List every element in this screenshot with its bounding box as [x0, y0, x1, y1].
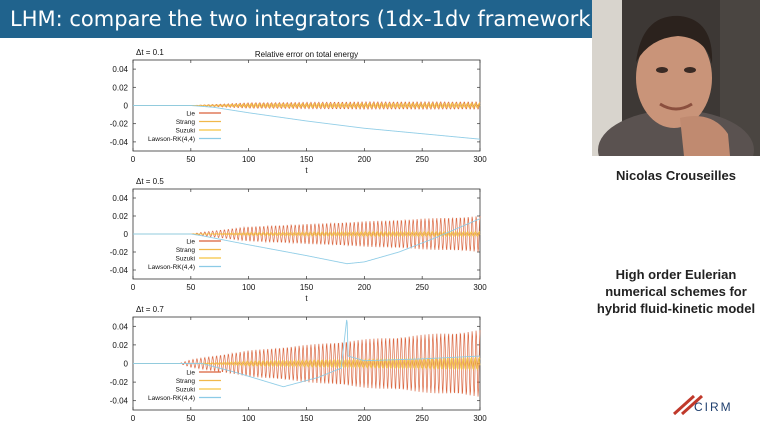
talk-title: High order Eulerian numerical schemes fo… — [592, 266, 760, 317]
x-tick-label: 100 — [242, 155, 256, 164]
x-tick-label: 250 — [415, 155, 429, 164]
series-line-lawson-rk-4-4- — [133, 218, 481, 265]
talk-title-line: hybrid fluid-kinetic model — [596, 301, 756, 316]
slide-title: LHM: compare the two integrators (1dx-1d… — [10, 7, 599, 31]
x-tick-label: 200 — [358, 414, 372, 423]
legend-label: Strang — [176, 378, 196, 385]
x-tick-label: 100 — [242, 414, 256, 423]
legend-label: Suzuki — [175, 256, 195, 263]
cirm-logo: CIRM — [672, 394, 733, 416]
x-tick-label: 250 — [415, 414, 429, 423]
cirm-logo-text: CIRM — [694, 400, 733, 414]
legend-label: Lawson-RK(4,4) — [148, 264, 195, 271]
y-tick-label: 0.04 — [112, 194, 128, 203]
x-tick-label: 50 — [186, 283, 195, 292]
y-tick-label: -0.02 — [110, 248, 129, 257]
y-tick-label: -0.02 — [110, 120, 129, 129]
x-tick-label: 300 — [473, 414, 487, 423]
y-tick-label: 0.02 — [112, 341, 128, 350]
x-tick-label: 150 — [300, 414, 314, 423]
y-tick-label: -0.04 — [110, 266, 129, 275]
legend-label: Strang — [176, 247, 196, 254]
dt-annotation: Δt = 0.7 — [136, 305, 164, 314]
x-axis-label: t — [305, 166, 308, 175]
y-tick-label: -0.02 — [110, 378, 129, 387]
x-tick-label: 250 — [415, 283, 429, 292]
y-tick-label: 0.04 — [112, 322, 128, 331]
title-bar: LHM: compare the two integrators (1dx-1d… — [0, 0, 599, 38]
x-tick-label: 150 — [300, 155, 314, 164]
series-line-lawson-rk-4-4- — [133, 319, 481, 388]
x-tick-label: 50 — [186, 414, 195, 423]
legend-label: Lawson-RK(4,4) — [148, 395, 195, 402]
plots-area: Relative error on total energy Δt = 0.1 0.… — [110, 48, 487, 423]
legend-label: Strang — [176, 119, 196, 126]
series-line-lawson-rk-4-4- — [133, 105, 481, 140]
x-tick-label: 200 — [358, 155, 372, 164]
dt-annotation: Δt = 0.1 — [136, 48, 164, 57]
x-tick-label: 0 — [131, 155, 136, 164]
speaker-video — [592, 0, 760, 156]
x-tick-label: 0 — [131, 414, 136, 423]
y-tick-label: 0 — [124, 360, 129, 369]
y-tick-label: 0.02 — [112, 83, 128, 92]
x-tick-label: 100 — [242, 283, 256, 292]
talk-title-line: numerical schemes for — [605, 284, 747, 299]
y-tick-label: 0 — [124, 230, 129, 239]
legend-label: Suzuki — [175, 128, 195, 135]
legend-label: Lie — [186, 370, 195, 377]
y-tick-label: 0 — [124, 102, 129, 111]
legend-label: Lawson-RK(4,4) — [148, 136, 195, 143]
legend-label: Lie — [186, 239, 195, 246]
speaker-name: Nicolas Crouseilles — [616, 168, 736, 183]
x-tick-label: 300 — [473, 283, 487, 292]
x-tick-label: 150 — [300, 283, 314, 292]
x-tick-label: 300 — [473, 155, 487, 164]
y-tick-label: -0.04 — [110, 138, 129, 147]
talk-title-line: High order Eulerian — [615, 267, 737, 282]
y-tick-label: 0.02 — [112, 212, 128, 221]
x-axis-label: t — [305, 294, 308, 303]
y-tick-label: -0.04 — [110, 397, 129, 406]
legend-label: Suzuki — [175, 387, 195, 394]
chart-title: Relative error on total energy — [255, 50, 358, 59]
dt-annotation: Δt = 0.5 — [136, 177, 164, 186]
legend-label: Lie — [186, 111, 195, 118]
x-tick-label: 200 — [358, 283, 372, 292]
slide: LHM: compare the two integrators (1dx-1d… — [0, 0, 599, 423]
x-tick-label: 50 — [186, 155, 195, 164]
y-tick-label: 0.04 — [112, 65, 128, 74]
x-tick-label: 0 — [131, 283, 136, 292]
speaker-silhouette — [592, 0, 760, 156]
